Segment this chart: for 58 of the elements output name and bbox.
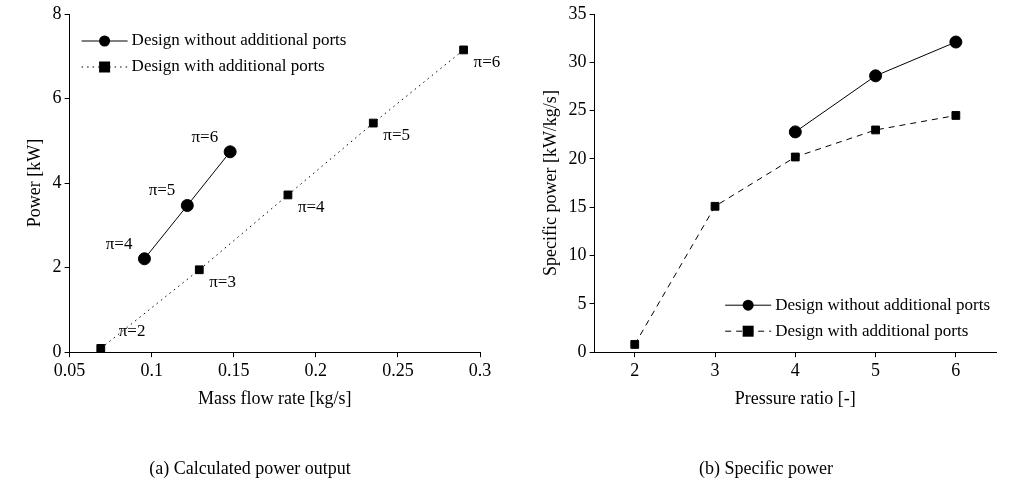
point <box>949 35 963 49</box>
point <box>951 111 961 120</box>
annotation: π=5 <box>383 125 410 145</box>
y-tick-label: 20 <box>568 147 587 168</box>
legend-label: Design without additional ports <box>775 294 990 314</box>
x-axis-title: Pressure ratio [-] <box>734 388 856 409</box>
point <box>869 69 883 83</box>
annotation: π=2 <box>118 321 146 341</box>
y-axis-title: Specific power [kW/kg/s] <box>539 90 560 277</box>
y-tick-label: 6 <box>52 87 62 108</box>
y-axis-title: Power [kW] <box>23 138 44 228</box>
point <box>630 340 640 349</box>
y-tick-label: 8 <box>52 2 62 23</box>
y-tick-label: 35 <box>568 2 587 23</box>
y-tick-label: 2 <box>52 256 62 277</box>
point <box>96 344 106 353</box>
y-tick-label: 10 <box>568 244 587 265</box>
point <box>368 118 378 128</box>
x-tick-label: 0.25 <box>382 359 414 380</box>
annotation: π=5 <box>148 180 176 200</box>
x-tick-label: 4 <box>790 359 800 380</box>
x-tick-label: 3 <box>710 359 720 380</box>
point <box>459 45 468 55</box>
point <box>194 265 204 275</box>
point <box>283 190 293 200</box>
point <box>137 252 151 266</box>
y-tick-label: 25 <box>568 99 587 120</box>
y-tick-label: 4 <box>52 171 62 192</box>
y-tick-label: 5 <box>577 292 587 313</box>
y-tick-label: 15 <box>568 195 587 216</box>
legend-label: Design with additional ports <box>775 320 969 340</box>
x-tick-label: 0.05 <box>53 359 86 380</box>
x-tick-label: 6 <box>951 359 961 380</box>
point <box>710 201 720 211</box>
text: (b) Specific power <box>699 457 833 479</box>
annotation: π=4 <box>297 196 326 216</box>
point <box>790 152 800 162</box>
annotation: π=4 <box>105 233 133 253</box>
x-tick-label: 0.15 <box>218 359 250 380</box>
point <box>871 125 880 135</box>
point <box>223 145 237 159</box>
text: (a) Calculated power output <box>149 457 351 479</box>
x-tick-label: 0.1 <box>140 359 163 380</box>
y-tick-label: 0 <box>577 340 587 361</box>
x-tick-label: 2 <box>630 359 640 380</box>
x-axis-title: Mass flow rate [kg/s] <box>198 388 352 409</box>
y-tick-label: 0 <box>52 340 62 361</box>
legend-label: Design without additional ports <box>131 30 347 50</box>
annotation: π=6 <box>191 126 219 146</box>
point <box>788 125 802 139</box>
x-tick-label: 0.2 <box>304 359 328 380</box>
x-tick-label: 0.3 <box>468 359 492 380</box>
annotation: π=6 <box>473 51 501 71</box>
x-tick-label: 5 <box>871 359 881 380</box>
y-tick-label: 30 <box>568 51 587 72</box>
point <box>180 199 194 213</box>
legend-label: Design with additional ports <box>131 56 325 76</box>
annotation: π=3 <box>209 271 236 291</box>
